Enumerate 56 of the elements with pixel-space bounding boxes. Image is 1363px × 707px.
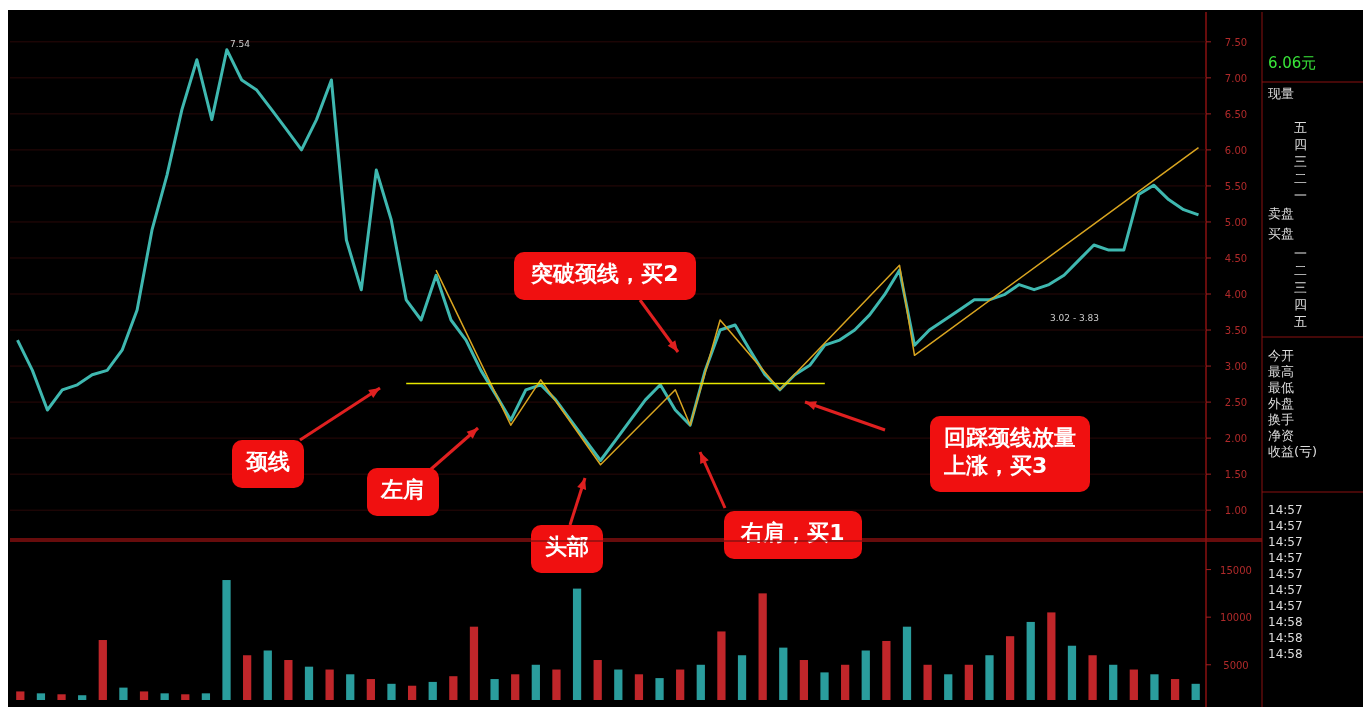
text: 14:57 [1268,551,1303,565]
text: 14:57 [1268,535,1303,549]
y-tick-label: 2.00 [1224,433,1248,445]
text: 二 [1294,263,1307,278]
text: 14:57 [1268,567,1303,581]
y-tick-label: 5.50 [1224,180,1248,192]
text: 最低 [1268,380,1294,395]
y-tick-label: 7.50 [1224,36,1248,48]
y-tick-label: 7.00 [1224,72,1248,84]
text: 收益(亏) [1268,444,1318,459]
annotation: 7.54 [230,39,251,49]
y-tick-label: 6.50 [1224,108,1248,120]
annotation: 突破颈线，买2 [530,261,679,286]
annotation: 颈线 [245,449,290,474]
y-tick-label: 1.50 [1224,469,1248,481]
text: 14:57 [1268,519,1303,533]
y-tick-label: 3.00 [1224,361,1248,373]
text: 一 [1294,246,1307,261]
text: 外盘 [1268,396,1294,411]
y-tick-label: 4.00 [1224,289,1248,301]
text: 一 [1294,188,1307,203]
y-tick-label: 5.00 [1224,216,1248,228]
text: 五 [1294,120,1307,135]
text: 最高 [1268,364,1294,379]
annotation: 回踩颈线放量上涨，买3 [943,425,1076,478]
text: 三 [1294,280,1307,295]
text: 买盘 [1268,226,1294,241]
text: 6.06元 [1268,54,1317,72]
text: 14:58 [1268,631,1303,645]
y-tick-label: 2.50 [1224,397,1248,409]
text: 二 [1294,171,1307,186]
annotation: 3.02 - 3.83 [1050,313,1100,323]
y-tick-label: 10000 [1220,612,1252,624]
text: 14:57 [1268,599,1303,613]
y-tick-label: 1.00 [1224,505,1248,517]
y-tick-label: 15000 [1220,564,1252,576]
text: 14:57 [1268,583,1303,597]
text: 今开 [1268,348,1294,363]
text: 现量 [1268,86,1294,101]
text: 换手 [1268,412,1294,427]
text: 四 [1294,137,1307,152]
annotation: 头部 [545,534,589,559]
annotation: 右肩，买1 [740,520,845,545]
annotation: 左肩 [380,477,425,502]
y-tick-label: 3.50 [1224,325,1248,337]
text: 卖盘 [1268,206,1294,221]
text: 三 [1294,154,1307,169]
text: 净资 [1268,428,1294,443]
text: 14:58 [1268,647,1303,661]
y-tick-label: 6.00 [1224,144,1248,156]
text: 14:58 [1268,615,1303,629]
text: 五 [1294,314,1307,329]
y-tick-label: 4.50 [1224,252,1248,264]
text: 四 [1294,297,1307,312]
y-tick-label: 5000 [1223,659,1249,671]
text: 14:57 [1268,503,1303,517]
